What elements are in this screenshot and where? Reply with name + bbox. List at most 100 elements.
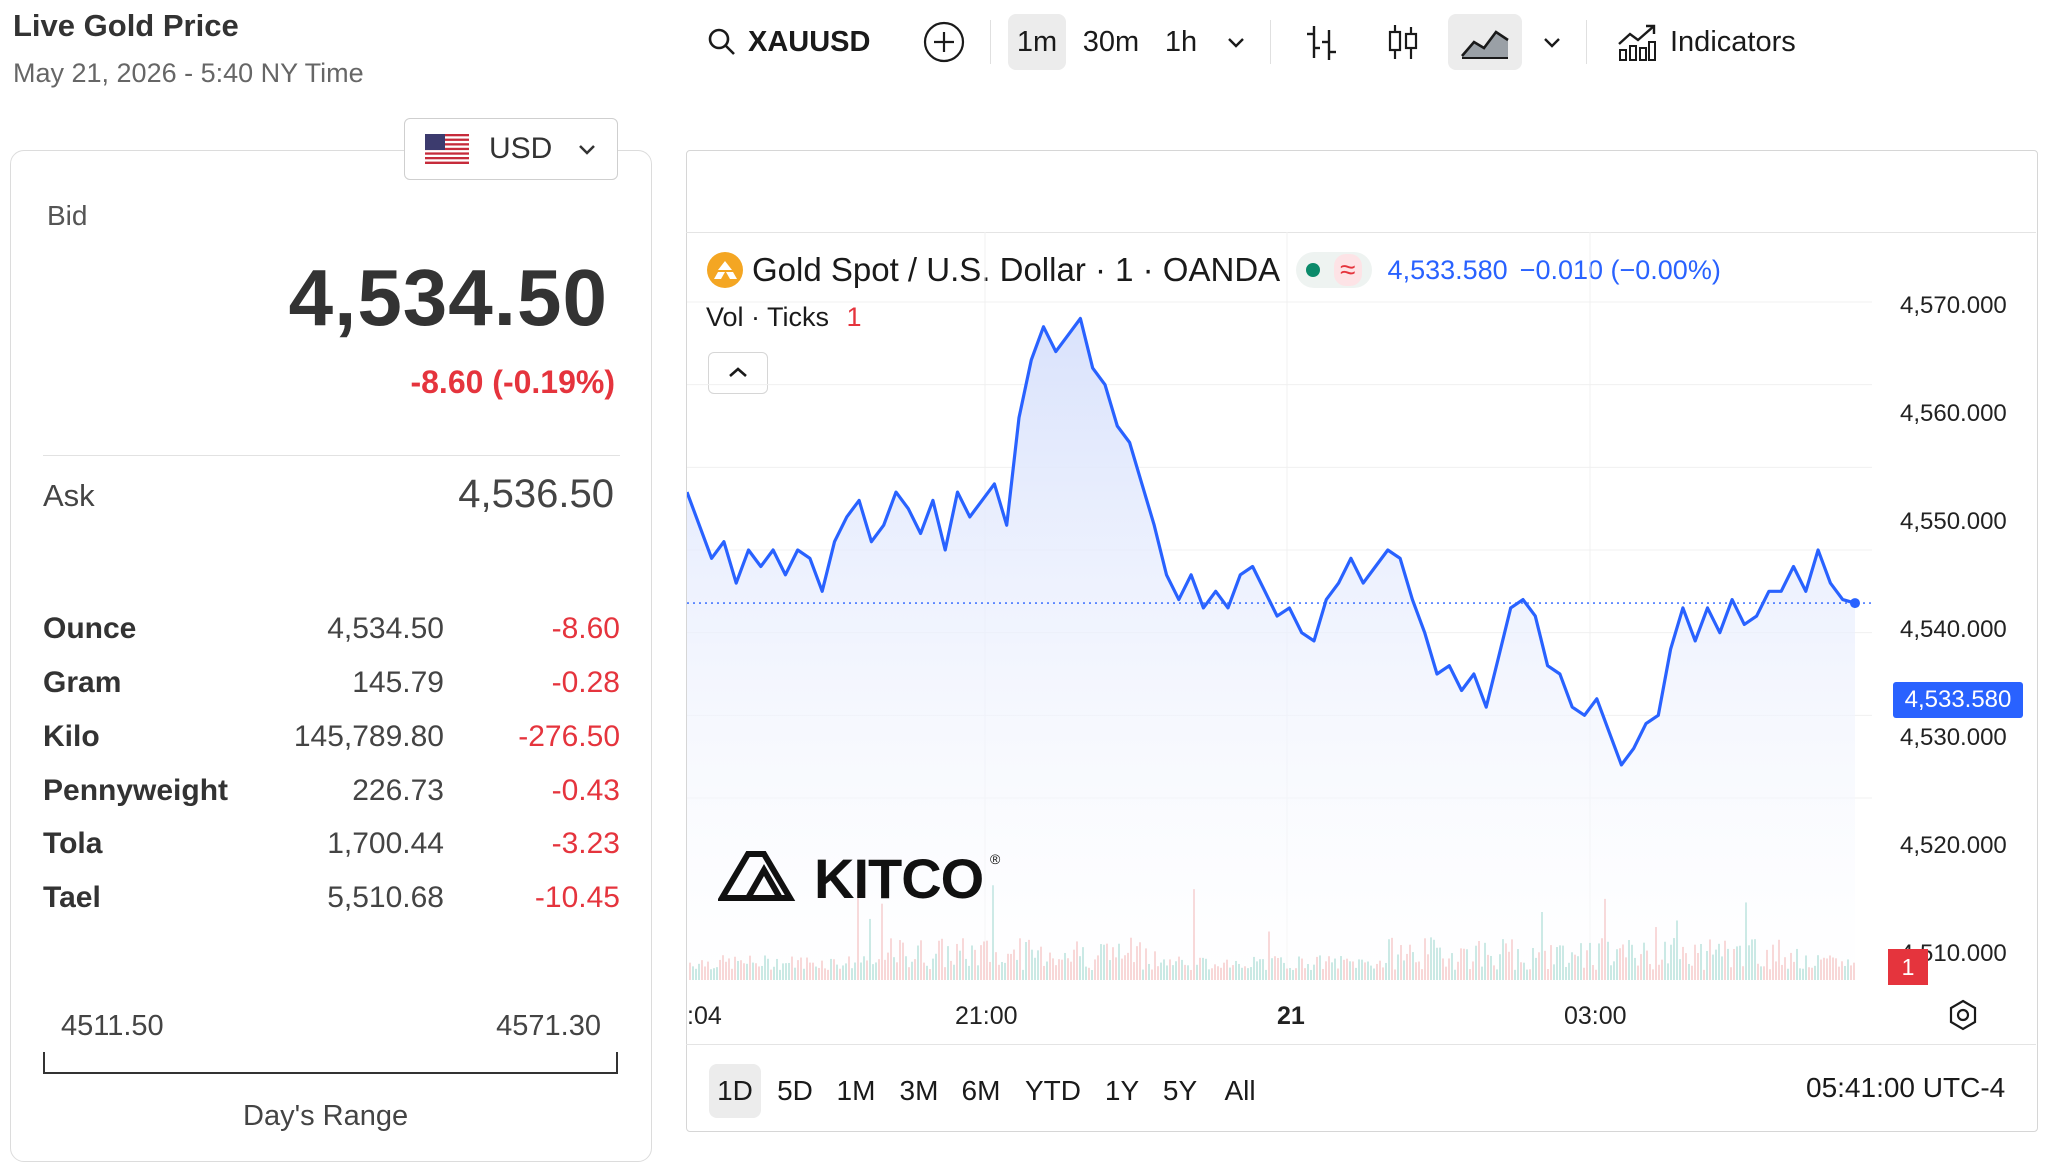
symbol-label: XAUUSD xyxy=(748,25,871,58)
unit-change: -276.50 xyxy=(518,720,620,753)
market-open-dot-icon xyxy=(1306,263,1321,277)
chart-toolbar xyxy=(686,150,2036,233)
x-tick: 21 xyxy=(1277,1002,1305,1030)
volume-value: 1 xyxy=(846,302,862,332)
price-area xyxy=(687,318,1855,980)
unit-price: 226.73 xyxy=(352,774,444,807)
unit-name: Gram xyxy=(43,666,122,699)
kitco-logo: KITCO ® xyxy=(716,847,1008,910)
chart-style-dropdown[interactable] xyxy=(1534,14,1570,70)
unit-row-ounce: Ounce 4,534.50 -8.60 xyxy=(43,612,620,652)
period-bar xyxy=(686,1044,2036,1131)
symbol-title: Gold Spot / U.S. Dollar · 1 · OANDA xyxy=(752,251,1281,288)
unit-price: 1,700.44 xyxy=(327,827,444,860)
volume-label: Vol · Ticks xyxy=(706,302,830,332)
chevron-up-icon xyxy=(729,367,747,377)
period-5d[interactable]: 5D xyxy=(777,1075,813,1106)
period-1d[interactable]: 1D xyxy=(709,1064,761,1118)
divider xyxy=(43,455,620,456)
unit-price: 4,534.50 xyxy=(327,612,444,645)
approx-icon: ≈ xyxy=(1334,254,1362,286)
search-icon xyxy=(708,28,735,55)
chart-clock: 05:41:00 UTC-4 xyxy=(1806,1072,2006,1103)
indicators-button[interactable]: Indicators xyxy=(1616,14,1816,70)
period-1y[interactable]: 1Y xyxy=(1104,1075,1140,1106)
last-price-tag: 4,533.580 xyxy=(1893,682,2023,718)
volume-legend: Vol · Ticks 1 xyxy=(706,302,862,333)
interval-dropdown[interactable] xyxy=(1218,14,1254,70)
last-price: 4,533.580 xyxy=(1387,254,1508,285)
compare-button[interactable] xyxy=(916,14,972,70)
chevron-down-icon xyxy=(1544,38,1560,48)
unit-name: Ounce xyxy=(43,612,137,645)
period-1m[interactable]: 1M xyxy=(836,1075,876,1106)
unit-change: -8.60 xyxy=(551,612,620,645)
area-chart-icon xyxy=(1461,30,1509,59)
unit-change: -3.23 xyxy=(551,827,620,860)
interval-1h[interactable]: 1h xyxy=(1164,25,1198,58)
interval-1m[interactable]: 1m xyxy=(1008,14,1066,70)
candles-style-button[interactable] xyxy=(1378,14,1428,70)
unit-change: -0.28 xyxy=(551,666,620,699)
day-range-bar xyxy=(43,1052,618,1074)
bid-change: -8.60 (-0.19%) xyxy=(410,364,615,400)
period-5y[interactable]: 5Y xyxy=(1162,1075,1198,1106)
page-title: Live Gold Price xyxy=(13,8,239,43)
unit-row-tola: Tola 1,700.44 -3.23 xyxy=(43,827,620,867)
page-datetime: May 21, 2026 - 5:40 NY Time xyxy=(13,58,364,88)
day-range-label: Day's Range xyxy=(243,1100,409,1132)
indicators-label: Indicators xyxy=(1670,25,1796,58)
unit-price: 5,510.68 xyxy=(327,881,444,914)
unit-row-pennyweight: Pennyweight 226.73 -0.43 xyxy=(43,774,620,814)
y-tick: 4,520.000 xyxy=(1900,832,2007,859)
market-status: ≈ xyxy=(1296,252,1372,288)
toolbar-divider xyxy=(1586,20,1587,64)
us-flag-icon xyxy=(425,134,469,164)
toolbar-divider xyxy=(1270,20,1271,64)
x-tick: :04 xyxy=(687,1002,722,1030)
unit-name: Tola xyxy=(43,827,103,860)
chevron-down-icon xyxy=(579,145,596,155)
y-tick: 4,530.000 xyxy=(1900,724,2007,751)
ask-price: 4,536.50 xyxy=(458,472,614,516)
price-panel xyxy=(10,150,652,1162)
x-tick: 21:00 xyxy=(955,1002,1018,1030)
y-tick: 4,560.000 xyxy=(1900,400,2007,427)
ask-label: Ask xyxy=(43,478,95,513)
unit-change: -0.43 xyxy=(551,774,620,807)
period-6m[interactable]: 6M xyxy=(961,1075,1001,1106)
y-tick: 4,570.000 xyxy=(1900,292,2007,319)
area-style-button[interactable] xyxy=(1448,14,1522,70)
unit-row-gram: Gram 145.79 -0.28 xyxy=(43,666,620,706)
interval-30m[interactable]: 30m xyxy=(1082,25,1140,58)
indicators-icon xyxy=(1618,24,1656,61)
bars-style-button[interactable] xyxy=(1296,14,1346,70)
currency-select[interactable]: USD xyxy=(404,118,618,180)
symbol-search[interactable]: XAUUSD xyxy=(706,14,876,70)
period-3m[interactable]: 3M xyxy=(899,1075,939,1106)
currency-label: USD xyxy=(489,132,553,165)
candlestick-icon xyxy=(1388,25,1418,59)
price-line xyxy=(687,316,1856,767)
period-all[interactable]: All xyxy=(1224,1075,1256,1106)
y-tick: 4,540.000 xyxy=(1900,616,2007,643)
unit-name: Kilo xyxy=(43,720,100,753)
plus-circle-icon xyxy=(923,21,965,63)
chevron-down-icon xyxy=(1228,38,1244,48)
volume-tag: 1 xyxy=(1888,949,1928,985)
unit-price: 145,789.80 xyxy=(293,720,444,753)
x-tick: 03:00 xyxy=(1564,1002,1627,1030)
toolbar-divider xyxy=(990,20,991,64)
bid-price: 4,534.50 xyxy=(288,253,608,342)
collapse-legend-button[interactable] xyxy=(708,352,768,394)
y-tick: 4,550.000 xyxy=(1900,508,2007,535)
price-chart[interactable] xyxy=(687,232,1877,984)
svg-text:®: ® xyxy=(990,851,1001,867)
period-ytd[interactable]: YTD xyxy=(1025,1075,1081,1106)
ohlc-bars-icon xyxy=(1307,26,1336,60)
settings-icon[interactable] xyxy=(1946,998,1980,1032)
last-price-dot xyxy=(1850,598,1860,609)
range-high: 4571.30 xyxy=(496,1010,601,1042)
unit-name: Pennyweight xyxy=(43,774,229,807)
unit-row-kilo: Kilo 145,789.80 -276.50 xyxy=(43,720,620,760)
